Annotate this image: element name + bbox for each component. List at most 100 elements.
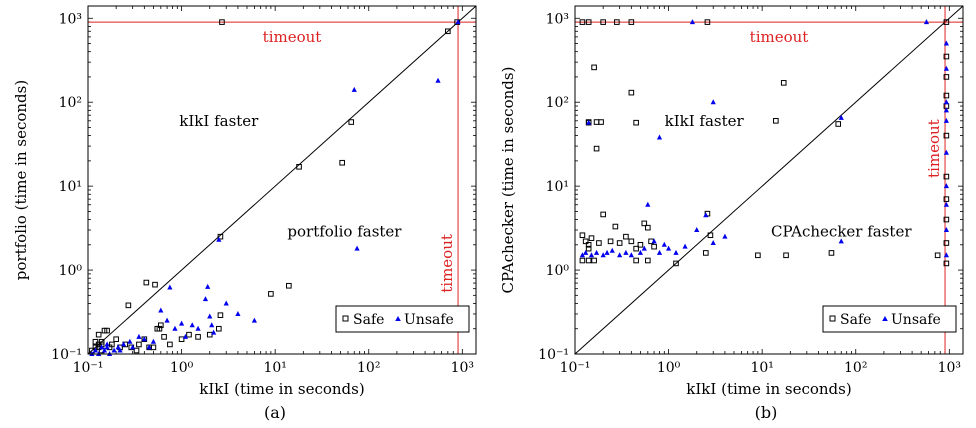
unsafe-point: [209, 322, 215, 328]
safe-point: [598, 119, 604, 125]
unsafe-point: [943, 40, 949, 46]
safe-point: [616, 240, 623, 246]
safe-point: [585, 241, 592, 248]
x-tick-label: 10²: [357, 360, 380, 376]
unsafe-point: [838, 114, 844, 120]
unsafe-point: [178, 320, 185, 326]
unsafe-point: [182, 333, 189, 339]
unsafe-point: [943, 183, 949, 189]
unsafe-point: [189, 322, 195, 328]
unsafe-point: [673, 249, 679, 255]
safe-point: [783, 252, 789, 259]
data-points: [89, 19, 461, 356]
unsafe-point: [115, 344, 121, 350]
unsafe-point: [164, 317, 170, 323]
unsafe-point: [202, 296, 209, 302]
timeout-label-horizontal: timeout: [263, 28, 322, 46]
safe-point: [585, 245, 592, 252]
unsafe-point: [92, 347, 99, 353]
unsafe-point: [689, 19, 696, 25]
safe-point: [579, 232, 586, 239]
panel-caption: (b): [755, 403, 778, 422]
safe-point: [286, 282, 292, 289]
safe-point: [109, 341, 115, 348]
safe-point: [943, 173, 950, 180]
safe-point: [591, 64, 597, 71]
unsafe-point: [694, 227, 700, 233]
unsafe-point: [943, 201, 949, 207]
unsafe-point: [251, 317, 258, 323]
safe-point: [113, 336, 119, 343]
unsafe-point: [127, 338, 133, 344]
x-tick-label: 10⁻¹: [73, 360, 104, 376]
x-axis-label: kIkI (time in seconds): [199, 380, 364, 398]
chart-panel-b: 10⁻¹10⁻¹ 10⁰ 10⁰ 10¹ 10¹ 10² 10² 10³ 10³ timeout t…: [499, 5, 964, 422]
legend-safe-marker: [829, 315, 836, 322]
plot-frame: [87, 5, 477, 355]
timeout-label-vertical: timeout: [438, 234, 456, 293]
safe-point: [943, 216, 950, 223]
y-tick-label: 10⁰: [546, 263, 570, 279]
safe-point: [835, 121, 842, 127]
safe-point: [161, 334, 167, 340]
unsafe-point: [665, 245, 672, 251]
panel-caption: (a): [264, 403, 286, 422]
timeout-label-horizontal: timeout: [750, 28, 809, 46]
x-axis-label: kIkI (time in seconds): [686, 380, 851, 398]
region-label-lower: CPAchecker faster: [771, 223, 912, 241]
safe-point: [136, 341, 142, 348]
y-axis-label: CPAchecker (time in seconds): [499, 67, 517, 294]
unsafe-point: [703, 212, 709, 218]
safe-point: [943, 240, 950, 246]
safe-point: [339, 159, 345, 166]
safe-point: [98, 338, 105, 345]
unsafe-point: [710, 240, 716, 246]
safe-point: [623, 233, 629, 240]
unsafe-point: [641, 245, 647, 251]
unsafe-point: [158, 307, 164, 313]
legend-box: [822, 305, 957, 333]
safe-point: [585, 19, 592, 25]
safe-point: [628, 89, 635, 96]
safe-point: [591, 257, 597, 264]
unsafe-point: [943, 65, 949, 71]
safe-point: [216, 325, 222, 332]
unsafe-point: [943, 117, 949, 123]
x-tick-label: 10³: [451, 360, 474, 376]
safe-point: [133, 347, 140, 354]
y-tick-label: 10³: [59, 11, 82, 27]
safe-point: [206, 331, 213, 338]
y-tick-label: 10⁻¹: [51, 347, 82, 363]
safe-point: [934, 252, 941, 259]
unsafe-point: [223, 300, 229, 306]
legend-unsafe-label: Unsafe: [891, 312, 941, 328]
x-tick-label: 10⁰: [657, 360, 681, 376]
unsafe-point: [609, 247, 615, 253]
safe-point: [600, 211, 606, 218]
safe-point: [943, 53, 950, 60]
region-label-upper: kIkI faster: [179, 112, 259, 130]
y-axis-label: portfolio (time in seconds): [12, 80, 30, 280]
unsafe-point: [104, 341, 110, 347]
unsafe-point: [600, 252, 606, 258]
safe-point: [143, 279, 150, 286]
safe-point: [268, 291, 274, 297]
safe-point: [582, 238, 589, 245]
x-tick-label: 10²: [844, 360, 867, 376]
safe-point: [95, 331, 102, 338]
safe-point: [673, 260, 679, 267]
safe-point: [158, 322, 164, 329]
safe-point: [628, 19, 635, 25]
safe-point: [943, 196, 950, 202]
unsafe-point: [656, 249, 663, 255]
unsafe-point: [104, 344, 110, 350]
unsafe-point: [195, 325, 201, 331]
unsafe-point: [211, 329, 217, 335]
plot-frame: [574, 5, 964, 355]
y-tick-label: 10⁻¹: [538, 347, 569, 363]
y-tick-label: 10¹: [59, 179, 82, 195]
unsafe-point: [101, 347, 108, 353]
safe-point: [585, 257, 592, 264]
safe-point: [152, 281, 158, 288]
unsafe-point: [99, 344, 105, 350]
